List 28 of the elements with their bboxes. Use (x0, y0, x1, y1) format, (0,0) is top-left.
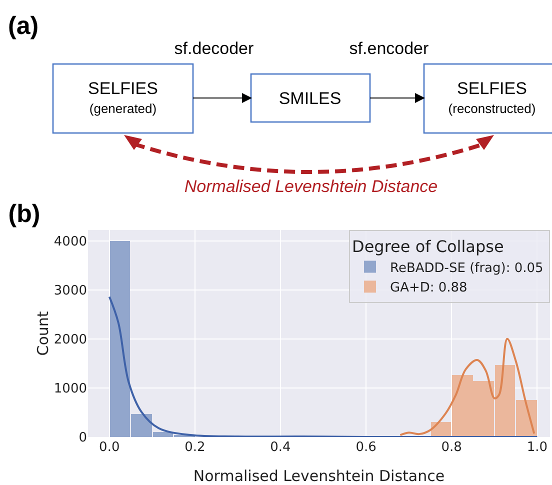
x-tick-label: 1.0 (526, 440, 548, 455)
legend-label: GA+D: 0.88 (390, 280, 468, 296)
text: SELFIES (88, 79, 158, 98)
x-tick-label: 0.2 (184, 440, 206, 455)
x-tick-label: 0.0 (99, 440, 120, 455)
text: (a) (8, 12, 39, 40)
text: SELFIES (457, 79, 527, 98)
x-tick-label: 0.4 (270, 440, 291, 455)
y-tick-label: 1000 (54, 382, 87, 396)
x-tick-label: 0.8 (441, 440, 462, 455)
line-series (399, 338, 536, 436)
text: (generated) (89, 101, 157, 116)
y-tick-label: 2000 (54, 332, 87, 348)
text: sf.encoder (349, 39, 430, 58)
text: SMILES (278, 89, 342, 108)
y-tick-label: 4000 (54, 234, 87, 250)
chart-title: (b) (8, 200, 40, 228)
y-axis-title: Count (34, 311, 52, 356)
text: Normalised Levenshtein Distance (184, 177, 438, 196)
legend-title: Degree of Collapse (352, 236, 504, 256)
x-tick-label: 0.6 (356, 440, 376, 455)
text: sf.decoder (174, 39, 254, 58)
x-axis-title: Normalised Levenshtein Distance (193, 467, 445, 485)
legend-label: ReBADD-SE (frag): 0.05 (390, 260, 544, 276)
y-tick-label: 3000 (54, 283, 87, 298)
line-series (108, 296, 538, 437)
text: (reconstructed) (448, 101, 536, 116)
y-tick-label: 0 (78, 430, 87, 446)
